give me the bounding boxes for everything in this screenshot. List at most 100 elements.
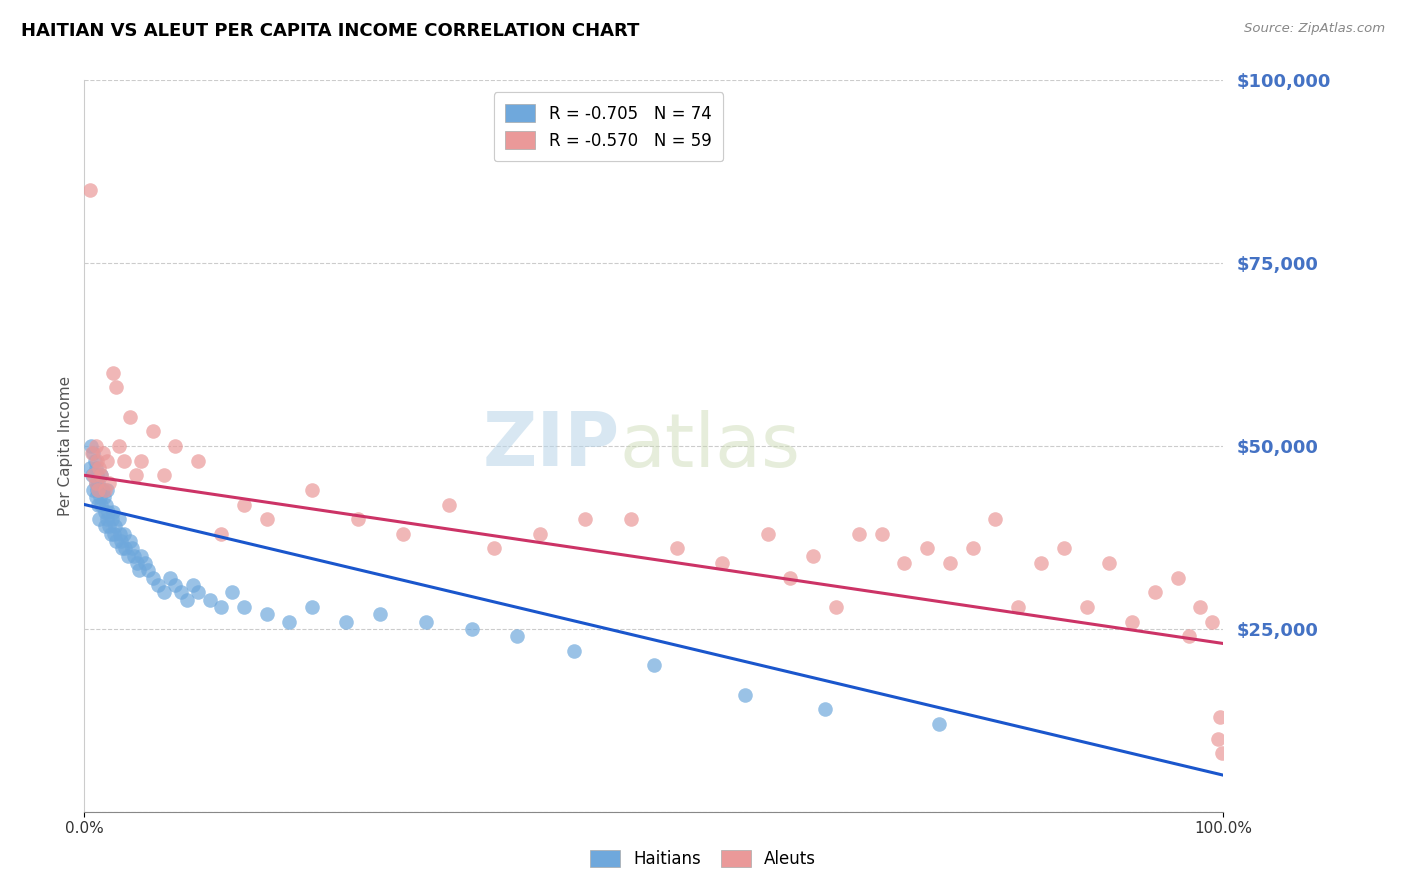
Point [80, 439, 103, 453]
Point [984, 512, 1007, 526]
Point [153, 468, 176, 483]
Point [643, 658, 665, 673]
Point [82, 483, 104, 497]
Point [148, 578, 170, 592]
Point [94, 483, 117, 497]
Point [124, 549, 146, 563]
Point [84, 461, 107, 475]
Point [893, 556, 915, 570]
Point [134, 556, 156, 570]
Point [101, 366, 124, 380]
Point [82, 446, 104, 460]
Point [87, 475, 110, 490]
Point [370, 607, 392, 622]
Point [1178, 629, 1201, 643]
Point [91, 483, 114, 497]
Point [82, 446, 104, 460]
Point [89, 461, 111, 475]
Point [105, 380, 128, 394]
Point [121, 541, 143, 556]
Point [114, 541, 136, 556]
Point [79, 461, 101, 475]
Text: Source: ZipAtlas.com: Source: ZipAtlas.com [1244, 22, 1385, 36]
Point [87, 498, 110, 512]
Point [108, 526, 131, 541]
Point [962, 541, 984, 556]
Point [915, 541, 938, 556]
Point [97, 505, 120, 519]
Point [118, 409, 141, 424]
Point [779, 571, 801, 585]
Point [256, 512, 278, 526]
Point [1029, 556, 1052, 570]
Point [1201, 615, 1223, 629]
Point [82, 468, 104, 483]
Point [437, 498, 460, 512]
Point [79, 183, 101, 197]
Point [84, 490, 107, 504]
Point [620, 512, 643, 526]
Point [112, 453, 135, 467]
Point [1121, 615, 1143, 629]
Point [103, 526, 125, 541]
Point [94, 498, 117, 512]
Point [165, 439, 187, 453]
Point [170, 585, 193, 599]
Point [93, 490, 115, 504]
Point [86, 483, 108, 497]
Point [346, 512, 368, 526]
Point [86, 453, 108, 467]
Point [928, 717, 950, 731]
Text: ZIP: ZIP [482, 409, 620, 483]
Point [1076, 599, 1098, 614]
Legend: Haitians, Aleuts: Haitians, Aleuts [583, 843, 823, 875]
Point [1189, 599, 1212, 614]
Point [232, 599, 254, 614]
Point [801, 549, 824, 563]
Point [110, 534, 132, 549]
Point [1053, 541, 1076, 556]
Point [335, 615, 357, 629]
Point [711, 556, 734, 570]
Point [104, 519, 127, 533]
Point [1206, 731, 1229, 746]
Point [96, 453, 118, 467]
Point [574, 512, 596, 526]
Point [159, 571, 181, 585]
Point [107, 512, 129, 526]
Point [125, 556, 148, 570]
Point [165, 578, 187, 592]
Point [142, 571, 165, 585]
Point [221, 585, 243, 599]
Legend: R = -0.705   N = 74, R = -0.570   N = 59: R = -0.705 N = 74, R = -0.570 N = 59 [494, 92, 723, 161]
Point [256, 607, 278, 622]
Point [870, 526, 893, 541]
Point [89, 483, 111, 497]
Point [90, 468, 112, 483]
Point [90, 468, 112, 483]
Point [209, 599, 232, 614]
Point [848, 526, 870, 541]
Point [814, 702, 837, 716]
Point [198, 592, 221, 607]
Point [89, 490, 111, 504]
Point [1098, 556, 1121, 570]
Point [825, 599, 848, 614]
Point [392, 526, 415, 541]
Point [529, 526, 551, 541]
Point [484, 541, 506, 556]
Point [562, 644, 585, 658]
Point [131, 549, 153, 563]
Point [89, 512, 111, 526]
Point [128, 563, 150, 577]
Text: atlas: atlas [620, 409, 800, 483]
Point [460, 622, 482, 636]
Point [90, 498, 112, 512]
Point [734, 688, 756, 702]
Point [112, 526, 135, 541]
Point [278, 615, 301, 629]
Point [94, 505, 117, 519]
Point [118, 534, 141, 549]
Point [98, 519, 121, 533]
Point [142, 425, 165, 439]
